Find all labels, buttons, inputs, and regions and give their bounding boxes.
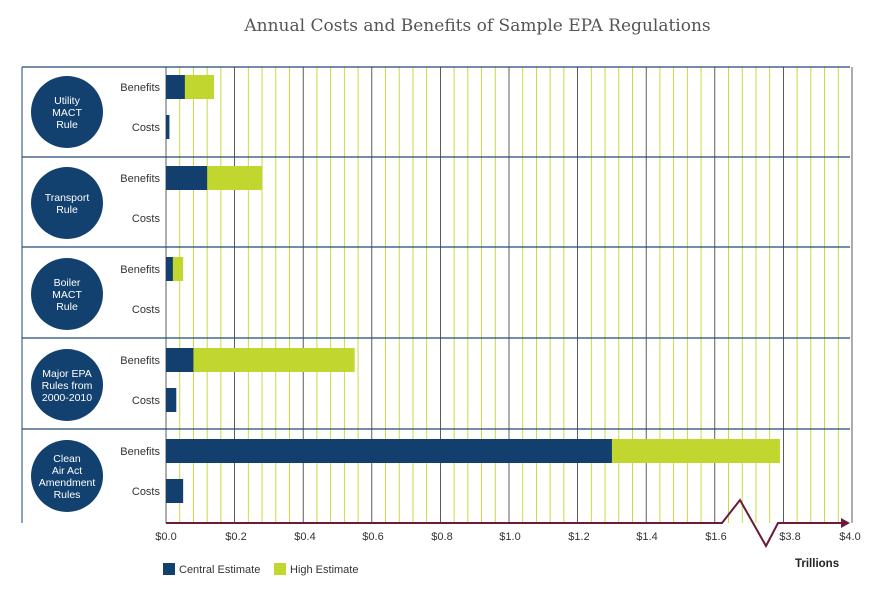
row-label: Benefits (120, 264, 160, 276)
row-label: Costs (132, 395, 161, 407)
bar-central-estimate (166, 479, 184, 503)
category-circle (31, 167, 103, 239)
bar-central-estimate (166, 115, 170, 139)
x-tick-label: $0.2 (225, 531, 246, 543)
bar-central-estimate (166, 257, 173, 281)
category-label: Air Act (52, 465, 82, 477)
category-label: Rules from (42, 380, 93, 392)
category-label: Clean (53, 453, 81, 465)
x-axis-line (166, 498, 844, 549)
bar-central-estimate (166, 75, 185, 99)
legend-label-high: High Estimate (290, 564, 358, 576)
category-label: Rule (56, 301, 78, 313)
bar-central-estimate (166, 166, 208, 190)
x-tick-label: $1.4 (636, 531, 657, 543)
category-circle (31, 76, 103, 148)
bar-high-estimate (166, 348, 355, 372)
row-label: Costs (132, 486, 161, 498)
legend-swatch-central (163, 563, 175, 575)
row-label: Costs (132, 213, 161, 225)
category-label: Amendment (39, 477, 96, 489)
category-label: Major EPA (42, 368, 91, 380)
category-label: 2000-2010 (42, 392, 92, 404)
x-axis-unit-label: Trillions (795, 558, 839, 570)
chart-title: Annual Costs and Benefits of Sample EPA … (244, 16, 711, 36)
category-label: Transport (45, 192, 90, 204)
row-labels: Benefits Costs Benefits Costs Benefits Costs B… (120, 82, 160, 498)
x-axis-arrow (841, 518, 850, 528)
x-tick-label: $1.6 (705, 531, 726, 543)
x-axis (166, 498, 850, 549)
category-circle (31, 349, 103, 421)
x-tick-label: $3.8 (779, 531, 800, 543)
category-circle (31, 440, 103, 512)
category-circles: UtilityMACTRuleTransportRuleBoilerMACTRu… (31, 76, 103, 512)
row-label: Benefits (120, 173, 160, 185)
x-tick-label: $0.0 (155, 531, 176, 543)
bar-central-estimate (166, 348, 194, 372)
category-label: Rules (54, 489, 81, 501)
x-tick-labels: $0.0 $0.2 $0.4 $0.6 $0.8 $1.0 $1.2 $1.4 $1.6 $3.8… (155, 531, 860, 543)
bars (166, 75, 780, 503)
category-label: Utility (54, 95, 80, 107)
legend: Central Estimate High Estimate (163, 563, 358, 576)
category-label: MACT (52, 289, 82, 301)
x-tick-label: $0.6 (362, 531, 383, 543)
legend-swatch-high (274, 563, 286, 575)
category-label: Boiler (54, 277, 81, 289)
legend-label-central: Central Estimate (179, 564, 260, 576)
row-label: Costs (132, 122, 161, 134)
bar-central-estimate (166, 439, 612, 463)
row-label: Benefits (120, 355, 160, 367)
category-label: Rule (56, 204, 78, 216)
category-circle (31, 258, 103, 330)
x-tick-label: $0.8 (431, 531, 452, 543)
x-tick-label: $1.2 (568, 531, 589, 543)
bar-central-estimate (166, 388, 177, 412)
x-tick-label: $4.0 (839, 531, 860, 543)
row-label: Benefits (120, 82, 160, 94)
row-label: Costs (132, 304, 161, 316)
category-label: MACT (52, 107, 82, 119)
category-label: Rule (56, 119, 78, 131)
x-tick-label: $0.4 (294, 531, 315, 543)
row-label: Benefits (120, 446, 160, 458)
x-tick-label: $1.0 (499, 531, 520, 543)
